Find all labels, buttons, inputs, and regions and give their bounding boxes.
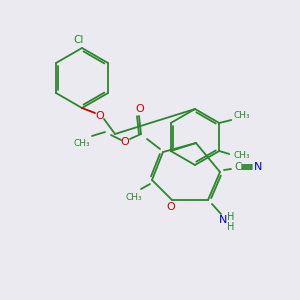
Text: CH₃: CH₃ xyxy=(234,152,250,160)
Text: O: O xyxy=(136,104,144,114)
Text: N: N xyxy=(254,162,262,172)
Text: O: O xyxy=(121,137,129,147)
Text: H: H xyxy=(227,222,235,232)
Text: O: O xyxy=(96,111,104,121)
Text: CH₃: CH₃ xyxy=(74,139,90,148)
Text: N: N xyxy=(219,215,227,225)
Text: CH₃: CH₃ xyxy=(234,112,250,121)
Text: Cl: Cl xyxy=(74,35,84,45)
Text: CH₃: CH₃ xyxy=(126,193,142,202)
Text: H: H xyxy=(227,212,235,222)
Text: C: C xyxy=(234,162,242,172)
Text: O: O xyxy=(167,202,176,212)
